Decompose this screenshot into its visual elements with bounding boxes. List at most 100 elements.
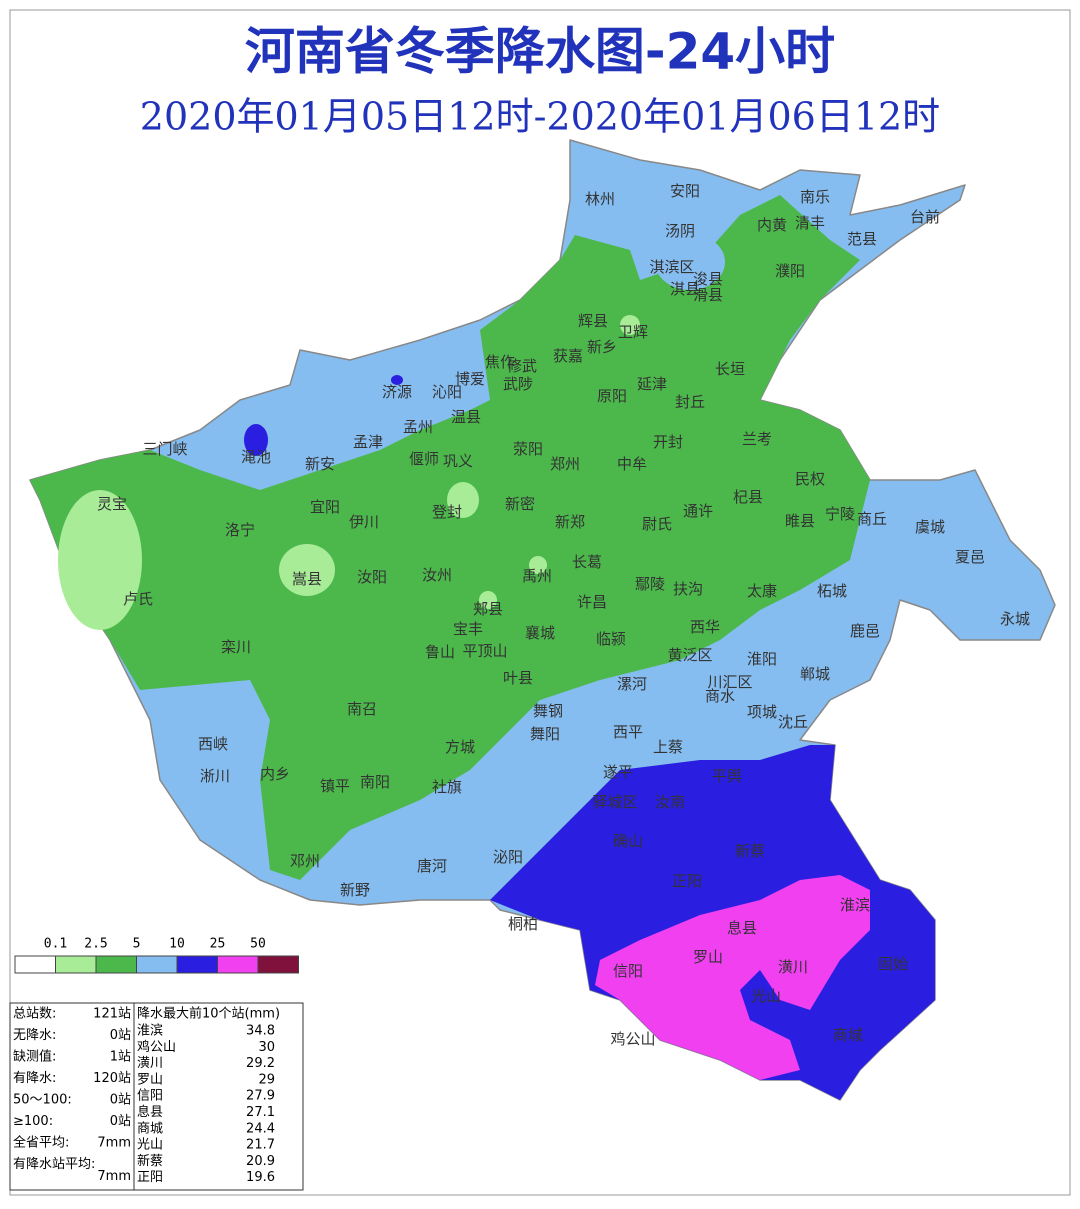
top10-value: 29 bbox=[258, 1072, 275, 1087]
top10-value: 34.8 bbox=[246, 1024, 275, 1039]
place-label: 民权 bbox=[795, 470, 825, 488]
place-label: 偃师 bbox=[409, 450, 439, 468]
stat-label: 有降水: bbox=[13, 1071, 56, 1086]
patch bbox=[620, 315, 640, 335]
top10-value: 20.9 bbox=[246, 1154, 275, 1169]
place-label: 新乡 bbox=[587, 338, 617, 356]
place-label: 宝丰 bbox=[453, 620, 483, 638]
place-label: 南召 bbox=[347, 700, 377, 718]
place-label: 温县 bbox=[451, 408, 481, 426]
stats-box bbox=[9, 1002, 304, 1191]
place-label: 淮阳 bbox=[747, 650, 777, 668]
region-magenta bbox=[595, 875, 870, 1080]
stat-value: 0站 bbox=[110, 1028, 131, 1043]
place-label: 内黄 bbox=[757, 216, 787, 234]
place-label: 鲁山 bbox=[425, 643, 455, 661]
top10-name: 息县 bbox=[137, 1104, 163, 1120]
region-green bbox=[30, 195, 870, 880]
top10-value: 19.6 bbox=[246, 1170, 275, 1185]
place-label: 南阳 bbox=[360, 773, 390, 791]
legend-swatch bbox=[14, 955, 56, 974]
title: 河南省冬季降水图-24小时 bbox=[245, 23, 835, 81]
place-label: 项城 bbox=[747, 703, 777, 721]
stat-label: 总站数: bbox=[13, 1007, 56, 1022]
place-label: 固始 bbox=[878, 955, 908, 973]
place-label: 尉氏 bbox=[642, 515, 672, 533]
place-label: 辉县 bbox=[578, 312, 608, 330]
stat-value: 0站 bbox=[110, 1114, 131, 1129]
legend-threshold: 25 bbox=[210, 937, 226, 952]
place-label: 罗山 bbox=[693, 948, 723, 966]
place-label: 遂平 bbox=[603, 763, 633, 781]
place-label: 焦作 bbox=[485, 353, 515, 371]
top10-name: 正阳 bbox=[137, 1170, 163, 1185]
place-label: 鸡公山 bbox=[610, 1030, 655, 1048]
place-label: 洛宁 bbox=[225, 521, 255, 539]
place-label: 潢川 bbox=[778, 958, 808, 976]
place-label: 淅川 bbox=[200, 767, 230, 785]
patch bbox=[58, 490, 142, 630]
patch bbox=[391, 375, 403, 385]
place-label: 淮滨 bbox=[840, 896, 870, 914]
top10-name: 商城 bbox=[137, 1121, 163, 1136]
place-label: 商丘 bbox=[857, 510, 887, 528]
place-label: 郸城 bbox=[800, 665, 830, 683]
legend-swatch bbox=[176, 955, 218, 974]
place-label: 栾川 bbox=[221, 638, 251, 656]
place-label: 上蔡 bbox=[653, 738, 683, 756]
stat-value: 120站 bbox=[93, 1071, 131, 1086]
place-label: 通许 bbox=[683, 502, 713, 520]
place-label: 郏县 bbox=[473, 600, 503, 618]
place-label: 淇滨区 bbox=[649, 258, 694, 276]
place-label: 封丘 bbox=[675, 393, 705, 411]
top10-value: 21.7 bbox=[246, 1138, 275, 1153]
place-label: 长葛 bbox=[572, 553, 602, 571]
place-label: 博爱 bbox=[455, 370, 485, 388]
place-label: 西华 bbox=[690, 618, 720, 636]
place-label: 宁陵 bbox=[825, 505, 855, 523]
patch bbox=[447, 482, 479, 518]
place-label: 正阳 bbox=[672, 872, 702, 890]
place-label: 荥阳 bbox=[513, 440, 543, 458]
place-label: 临颍 bbox=[596, 630, 626, 648]
place-label: 舞钢 bbox=[533, 702, 563, 720]
place-label: 台前 bbox=[910, 208, 940, 226]
top10-value: 29.2 bbox=[246, 1056, 275, 1071]
legend-swatch bbox=[136, 955, 178, 974]
place-label: 息县 bbox=[727, 919, 757, 937]
patch bbox=[529, 556, 547, 574]
place-label: 柘城 bbox=[817, 582, 847, 600]
place-label: 唐河 bbox=[417, 857, 447, 875]
top10-name: 鸡公山 bbox=[137, 1039, 176, 1055]
place-label: 西平 bbox=[613, 723, 643, 741]
place-label: 孟津 bbox=[353, 433, 383, 451]
legend-threshold: 5 bbox=[133, 937, 141, 952]
place-label: 武陟 bbox=[503, 375, 533, 393]
legend-swatch bbox=[257, 955, 299, 974]
place-label: 范县 bbox=[847, 230, 877, 248]
place-label: 济源 bbox=[382, 383, 412, 401]
place-label: 新野 bbox=[340, 881, 370, 899]
place-label: 濮阳 bbox=[775, 262, 805, 280]
place-label: 漯河 bbox=[617, 675, 647, 693]
stat-label: 50～100: bbox=[13, 1093, 72, 1108]
place-label: 禹州 bbox=[522, 567, 552, 585]
stat-label: 全省平均: bbox=[13, 1135, 69, 1151]
place-label: 西峡 bbox=[198, 735, 228, 753]
place-label: 南乐 bbox=[800, 188, 830, 206]
place-label: 淇县 bbox=[670, 280, 700, 298]
place-label: 兰考 bbox=[742, 430, 772, 448]
place-label: 商水 bbox=[705, 687, 735, 705]
place-label: 汝阳 bbox=[357, 568, 387, 586]
stat-label: 无降水: bbox=[13, 1028, 56, 1043]
place-label: 新蔡 bbox=[735, 842, 765, 860]
place-label: 获嘉 bbox=[553, 347, 583, 365]
place-label: 鄢陵 bbox=[635, 575, 665, 593]
place-label: 安阳 bbox=[670, 182, 700, 200]
place-label: 汝南 bbox=[655, 793, 685, 811]
place-label: 滑县 bbox=[693, 286, 723, 304]
place-label: 沈丘 bbox=[778, 713, 808, 731]
place-label: 太康 bbox=[747, 582, 777, 600]
place-label: 修武 bbox=[507, 357, 537, 375]
